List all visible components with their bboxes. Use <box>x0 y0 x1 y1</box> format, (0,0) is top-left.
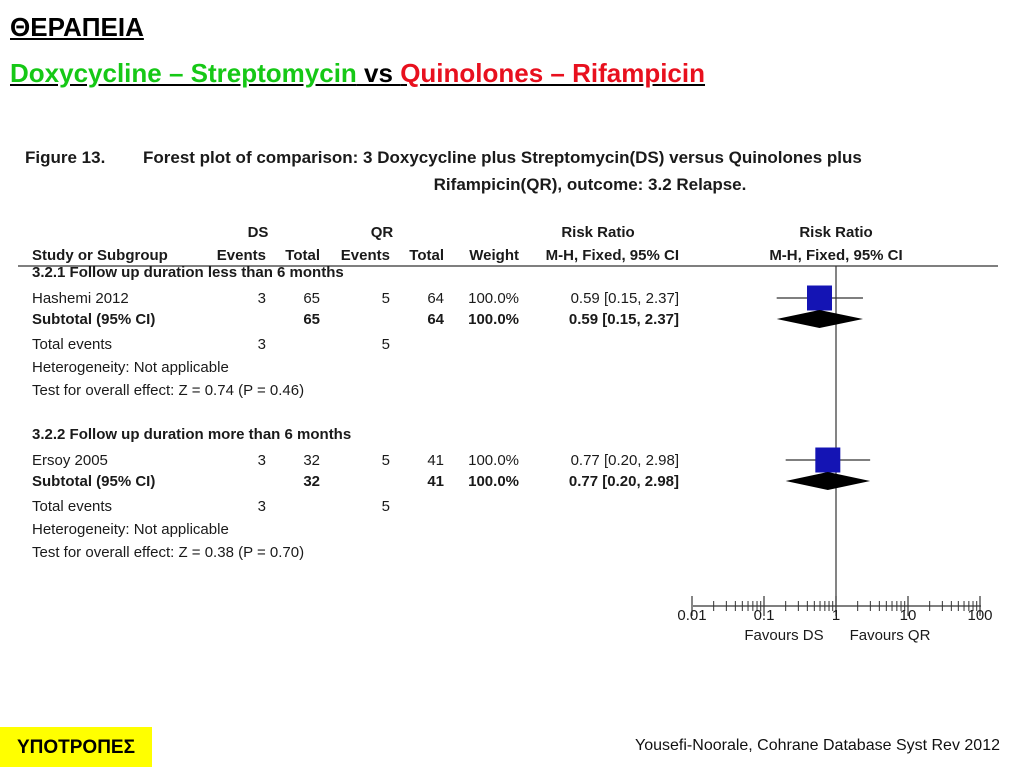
subgroup-2-subtotal-name: Subtotal (95% CI) <box>32 473 155 490</box>
subgroup-2-study-qr-total: 41 <box>427 452 444 469</box>
subgroup-1-total-events-qr: 5 <box>382 336 390 353</box>
favours-right: Favours QR <box>850 627 931 644</box>
subgroup-2-study-rr: 0.77 [0.20, 2.98] <box>571 452 679 469</box>
x-tick-label: 0.01 <box>677 607 706 624</box>
subgroup-2-total-events-qr: 5 <box>382 498 390 515</box>
subgroup-2-study-name: Ersoy 2005 <box>32 452 108 469</box>
subgroup-2-overall-effect: Test for overall effect: Z = 0.38 (P = 0… <box>32 544 304 561</box>
slide-title: ΘΕΡΑΠΕΙΑ <box>10 12 144 42</box>
subtitle-vs: vs <box>356 58 401 88</box>
col-weight: Weight <box>469 247 519 264</box>
subgroup-2-study-qr-events: 5 <box>382 452 390 469</box>
subgroup-1-subtotal-name: Subtotal (95% CI) <box>32 311 155 328</box>
topic-tag: ΥΠΟΤΡΟΠΕΣ <box>0 727 152 767</box>
figure-caption: Figure 13. Forest plot of comparison: 3 D… <box>25 144 1015 198</box>
subgroup-1-study-name: Hashemi 2012 <box>32 290 129 307</box>
subgroup-2-study-ds-total: 32 <box>303 452 320 469</box>
subgroup-2-heterogeneity: Heterogeneity: Not applicable <box>32 521 229 538</box>
slide-subtitle: Doxycycline – Streptomycin vs Quinolones… <box>10 55 705 91</box>
subgroup-2-subtotal-qr-total: 41 <box>427 473 444 490</box>
subgroup-2-study-weight: 100.0% <box>468 452 519 469</box>
subgroup-2-header: 3.2.2 Follow up duration more than 6 mon… <box>32 426 351 443</box>
header-ds: DS <box>248 224 269 241</box>
subgroup-1-study-ds-events: 3 <box>258 290 266 307</box>
col-qr-events: Events <box>341 247 390 264</box>
subgroup-1-study-ds-total: 65 <box>303 290 320 307</box>
favours-left: Favours DS <box>744 627 823 644</box>
subgroup-1-study-weight: 100.0% <box>468 290 519 307</box>
subgroup-2-total-events-label: Total events <box>32 498 112 515</box>
header-rr-table: Risk Ratio <box>561 224 634 241</box>
subgroup-2-study-ds-events: 3 <box>258 452 266 469</box>
subgroup-1-study-rr: 0.59 [0.15, 2.37] <box>571 290 679 307</box>
col-study: Study or Subgroup <box>32 247 168 264</box>
subgroup-1-subtotal-weight: 100.0% <box>468 311 519 328</box>
x-tick-label: 1 <box>832 607 840 624</box>
subgroup-2-study-marker <box>815 447 841 473</box>
subtitle-qr: Quinolones – Rifampicin <box>400 58 706 88</box>
subgroup-1-header: 3.2.1 Follow up duration less than 6 mon… <box>32 264 344 281</box>
header-qr: QR <box>371 224 394 241</box>
subgroup-2-subtotal-diamond <box>785 472 871 490</box>
col-qr-total: Total <box>409 247 444 264</box>
col-ds-total: Total <box>285 247 320 264</box>
subgroup-1-subtotal-rr: 0.59 [0.15, 2.37] <box>569 311 679 328</box>
subgroup-1-subtotal-diamond <box>776 310 863 328</box>
header-rr-plot: Risk Ratio <box>799 224 872 241</box>
subtitle-ds: Doxycycline – Streptomycin <box>10 58 357 88</box>
subgroup-1-overall-effect: Test for overall effect: Z = 0.74 (P = 0… <box>32 382 304 399</box>
col-rr-plot: M-H, Fixed, 95% CI <box>769 247 902 264</box>
figure-label: Figure 13. <box>25 148 106 167</box>
col-rr-table: M-H, Fixed, 95% CI <box>546 247 679 264</box>
forest-plot: DS QR Risk Ratio Risk Ratio Study or Subgrou… <box>18 224 998 644</box>
subgroup-1-study-qr-events: 5 <box>382 290 390 307</box>
subgroup-2-subtotal-ds-total: 32 <box>303 473 320 490</box>
x-tick-label: 100 <box>967 607 992 624</box>
subgroup-1-total-events-ds: 3 <box>258 336 266 353</box>
subgroup-1-total-events-label: Total events <box>32 336 112 353</box>
caption-line-2: Rifampicin(QR), outcome: 3.2 Relapse. <box>433 175 747 194</box>
subgroup-1-subtotal-qr-total: 64 <box>427 311 444 328</box>
subgroup-2-total-events-ds: 3 <box>258 498 266 515</box>
caption-line-1: Forest plot of comparison: 3 Doxycycline… <box>143 148 862 167</box>
subgroup-2-subtotal-weight: 100.0% <box>468 473 519 490</box>
x-tick-label: 0.1 <box>754 607 775 624</box>
subgroup-1-heterogeneity: Heterogeneity: Not applicable <box>32 359 229 376</box>
citation: Yousefi-Noorale, Cohrane Database Syst R… <box>635 737 1000 754</box>
x-tick-label: 10 <box>900 607 917 624</box>
subgroup-1-subtotal-ds-total: 65 <box>303 311 320 328</box>
col-ds-events: Events <box>217 247 266 264</box>
subgroup-1-study-qr-total: 64 <box>427 290 444 307</box>
subgroup-2-subtotal-rr: 0.77 [0.20, 2.98] <box>569 473 679 490</box>
subgroup-1-study-marker <box>807 285 833 311</box>
